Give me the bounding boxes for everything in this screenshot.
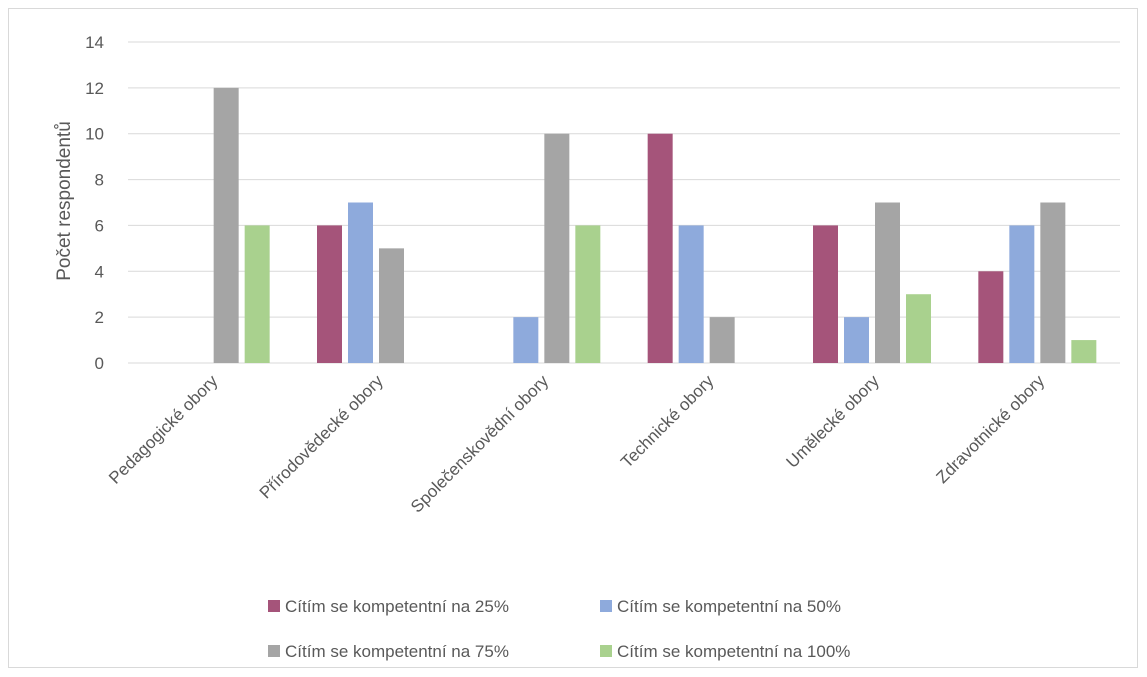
legend-label: Cítím se kompetentní na 50% (617, 597, 841, 616)
bar (844, 317, 869, 363)
legend-swatch (268, 600, 280, 612)
y-tick-label: 0 (95, 354, 104, 373)
bar (647, 133, 673, 363)
legend: Cítím se kompetentní na 25% Cítím se komp… (268, 597, 850, 661)
bar (813, 225, 838, 363)
x-category-label: Umělecké obory (783, 371, 884, 472)
legend-label: Cítím se kompetentní na 25% (285, 597, 509, 616)
legend-item: Cítím se kompetentní na 75% (268, 642, 509, 661)
bar (348, 202, 373, 363)
legend-label: Cítím se kompetentní na 75% (285, 642, 509, 661)
y-axis-ticks: 0 2 4 6 8 10 12 14 (85, 33, 104, 373)
bars (213, 87, 1097, 363)
x-category-label: Přírodovědecké obory (256, 371, 387, 502)
legend-item: Cítím se kompetentní na 50% (600, 597, 841, 616)
y-tick-label: 4 (95, 262, 104, 281)
bar (513, 317, 539, 363)
bar (678, 225, 704, 363)
bar (379, 248, 404, 363)
bar (244, 225, 270, 363)
x-category-label: Pedagogické obory (105, 371, 222, 488)
gridlines (128, 41, 1120, 364)
legend-swatch (600, 645, 612, 657)
chart-frame (8, 8, 1138, 668)
y-tick-label: 12 (85, 79, 104, 98)
y-tick-label: 6 (95, 216, 104, 235)
bar (906, 294, 931, 363)
y-tick-label: 8 (95, 171, 104, 190)
bar (978, 271, 1004, 363)
y-tick-label: 2 (95, 308, 104, 327)
x-category-label: Technické obory (617, 371, 718, 472)
bar (575, 225, 601, 363)
y-tick-label: 10 (85, 125, 104, 144)
y-tick-label: 14 (85, 33, 104, 52)
bar (1009, 225, 1035, 363)
legend-item: Cítím se kompetentní na 100% (600, 642, 850, 661)
x-category-label: Zdravotnické obory (932, 371, 1048, 487)
bar (875, 202, 900, 363)
y-axis-title: Počet respondentů (54, 121, 75, 281)
legend-swatch (600, 600, 612, 612)
legend-item: Cítím se kompetentní na 25% (268, 597, 509, 616)
x-axis-category-labels: Pedagogické obory Přírodovědecké obory Spo… (105, 371, 1048, 516)
bar (544, 133, 570, 363)
bar (1071, 340, 1097, 363)
legend-label: Cítím se kompetentní na 100% (617, 642, 850, 661)
bar (213, 87, 239, 363)
x-category-label: Společenskovědní obory (407, 371, 552, 516)
legend-swatch (268, 645, 280, 657)
bar (317, 225, 342, 363)
bar (709, 317, 735, 363)
bar (1040, 202, 1066, 363)
